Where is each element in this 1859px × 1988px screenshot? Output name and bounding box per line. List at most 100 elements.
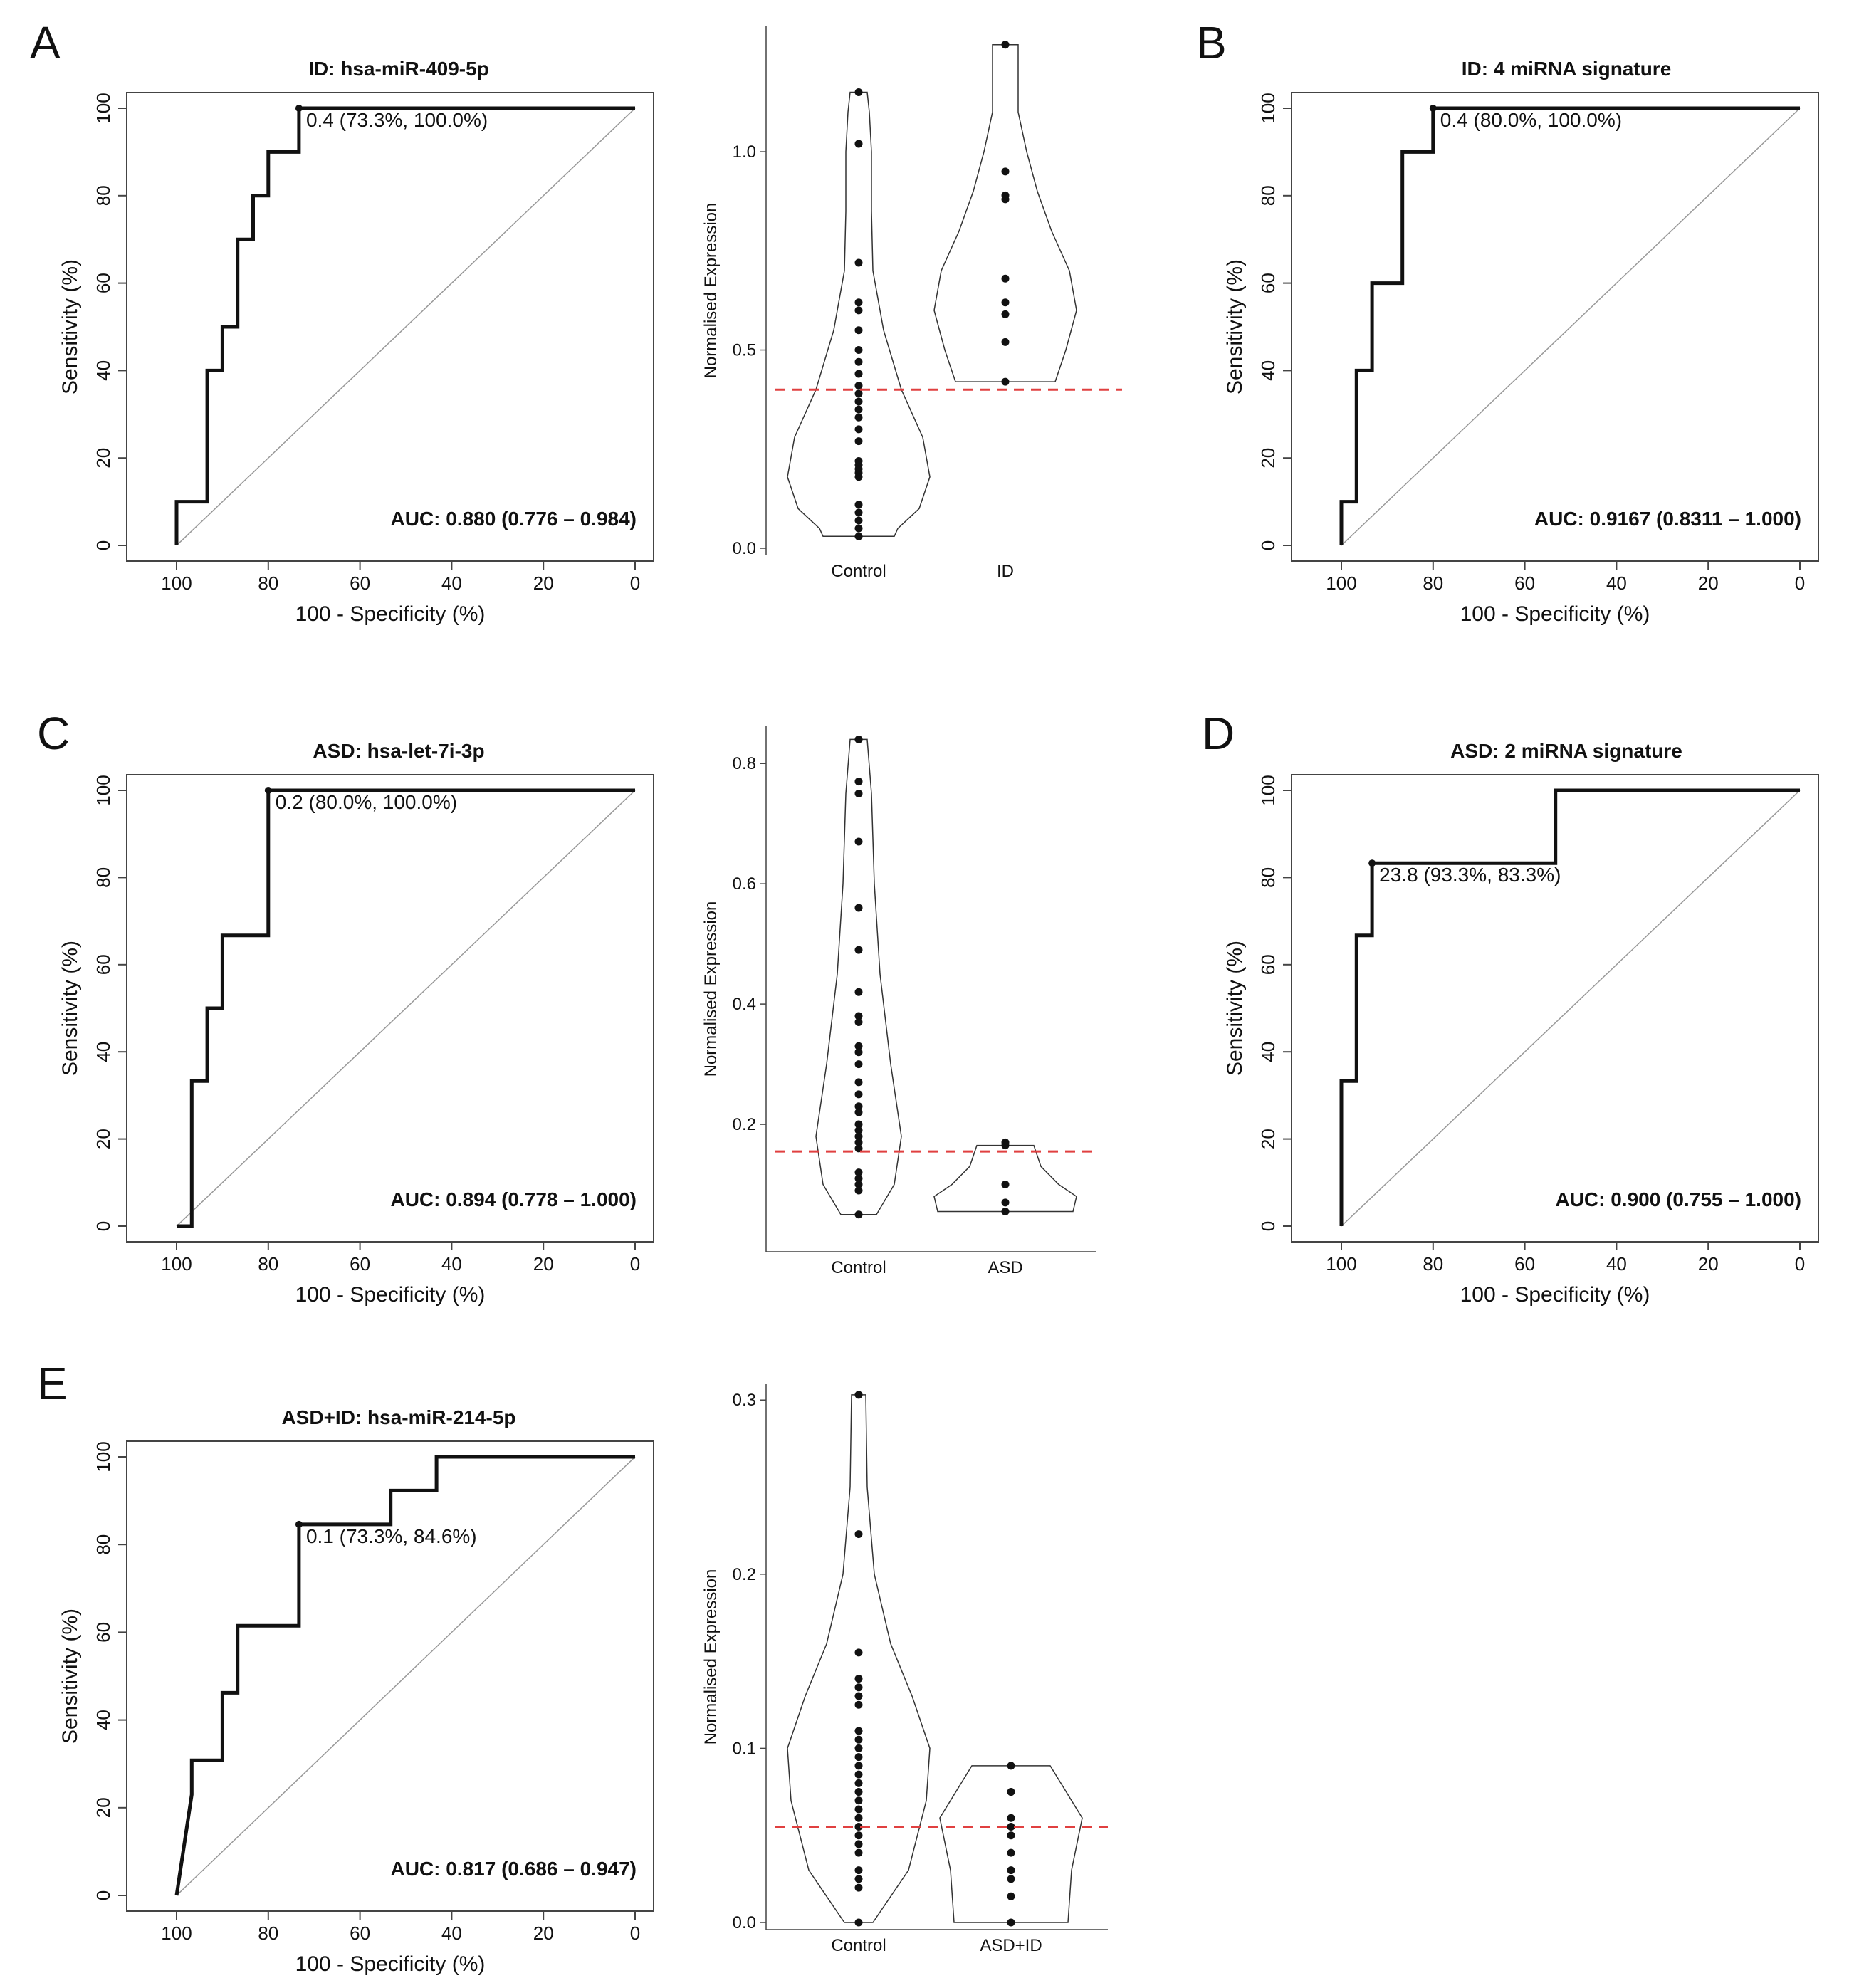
roc-curve (1339, 788, 1800, 1226)
y-tick-label: 0 (93, 1890, 114, 1900)
violin-data-point (854, 370, 863, 378)
x-tick-label: 0 (1795, 1253, 1805, 1275)
violin-data-point (854, 837, 863, 846)
y-tick-label: 60 (1257, 954, 1279, 975)
violin-data-point (1007, 1822, 1015, 1831)
panel-label-e: E (37, 1358, 68, 1409)
x-tick-label: 100 (161, 1253, 192, 1275)
x-axis-label: 100 - Specificity (%) (1460, 602, 1650, 626)
violin-data-point (854, 1744, 863, 1752)
violin-y-tick-label: 0.5 (733, 341, 756, 360)
x-axis-label: 100 - Specificity (%) (295, 1952, 486, 1976)
violin-y-tick-label: 0.1 (733, 1739, 756, 1758)
violin-data-point (854, 1017, 863, 1026)
violin-data-point (854, 405, 863, 414)
roc-chart-c: 0.2 (80.0%, 100.0%) ASD: hsa-let-7i-3p AUC… (58, 740, 654, 1307)
violin-data-point (854, 397, 863, 406)
violin-data-point (854, 1918, 863, 1927)
y-tick-label: 80 (93, 185, 114, 206)
violin-shape-asd (933, 1144, 1077, 1213)
y-tick-label: 60 (93, 954, 114, 975)
violin-data-point (854, 1648, 863, 1657)
roc-curve (174, 1455, 635, 1896)
y-tick-label: 100 (93, 775, 114, 805)
violin-data-point (854, 1683, 863, 1692)
y-tick-label: 80 (93, 867, 114, 888)
violin-data-point (854, 1831, 863, 1840)
violin-data-point (854, 1883, 863, 1892)
x-axis-label: 100 - Specificity (%) (295, 602, 486, 626)
violin-data-point (854, 1108, 863, 1116)
roc-title: ASD: hsa-let-7i-3p (313, 740, 484, 762)
violin-data-point (854, 1822, 863, 1831)
violin-data-point (854, 735, 863, 743)
y-tick-label: 20 (93, 1797, 114, 1818)
y-tick-label: 80 (1257, 185, 1279, 206)
violin-data-point (854, 1788, 863, 1796)
violin-y-tick-label: 0.2 (733, 1115, 756, 1134)
violin-category-label: Control (831, 562, 886, 581)
roc-auc-label: AUC: 0.900 (0.755 – 1.000) (1555, 1188, 1801, 1210)
y-axis-label: Sensitivity (%) (58, 941, 82, 1076)
violin-data-point (854, 1102, 863, 1111)
y-tick-label: 0 (1257, 1221, 1279, 1231)
roc-threshold-point (1368, 859, 1376, 867)
y-tick-label: 0 (93, 1221, 114, 1231)
roc-threshold-point (264, 787, 272, 794)
violin-data-point (1001, 338, 1010, 346)
x-axis-label: 100 - Specificity (%) (295, 1283, 486, 1307)
y-axis-label: Sensitivity (%) (58, 1608, 82, 1744)
roc-diagonal (176, 1456, 636, 1896)
roc-threshold-point (1429, 105, 1437, 112)
x-tick-label: 80 (258, 1253, 278, 1275)
violin-chart-c: 0.2 0.4 0.6 0.8 Normalised Expression Control… (701, 726, 1096, 1277)
y-tick-label: 100 (93, 1441, 114, 1472)
violin-data-point (854, 437, 863, 446)
roc-threshold-point (295, 105, 303, 112)
violin-data-point (854, 1530, 863, 1539)
roc-diagonal (176, 790, 636, 1227)
y-tick-label: 0 (93, 540, 114, 550)
violin-shape-control (787, 91, 931, 538)
x-tick-label: 40 (1606, 1253, 1627, 1275)
violin-data-point (854, 413, 863, 422)
violin-data-point (854, 382, 863, 390)
violin-data-point (854, 346, 863, 355)
violin-chart-e: 0.0 0.1 0.2 0.3 Normalised Expression Control… (701, 1384, 1108, 1955)
violin-category-label: ASD+ID (980, 1936, 1042, 1955)
violin-data-point (854, 1012, 863, 1020)
panel-label-c: C (37, 708, 70, 759)
x-tick-label: 20 (533, 572, 554, 594)
y-tick-label: 80 (93, 1534, 114, 1555)
roc-chart-e: 0.1 (73.3%, 84.6%) ASD+ID: hsa-miR-214-5p… (58, 1406, 654, 1976)
violin-data-point (854, 1210, 863, 1219)
x-tick-label: 80 (1423, 1253, 1443, 1275)
roc-plot-frame (126, 92, 654, 562)
violin-data-point (854, 1060, 863, 1069)
violin-shape-id (933, 43, 1077, 382)
violin-data-point (1007, 1866, 1015, 1875)
violin-y-tick-label: 0.6 (733, 874, 756, 894)
violin-data-point (854, 306, 863, 315)
violin-y-tick-label: 0.4 (733, 995, 756, 1014)
y-axis-label: Sensitivity (%) (1223, 259, 1247, 394)
violin-y-axis-label: Normalised Expression (701, 1569, 721, 1745)
y-tick-label: 40 (1257, 1042, 1279, 1062)
violin-data-point (854, 1762, 863, 1770)
violin-data-point (854, 1779, 863, 1787)
y-axis-label: Sensitivity (%) (58, 259, 82, 394)
panel-label-a: A (30, 17, 61, 68)
violin-data-point (1001, 1181, 1010, 1189)
x-tick-label: 20 (1698, 572, 1719, 594)
violin-data-point (854, 532, 863, 540)
roc-auc-label: AUC: 0.894 (0.778 – 1.000) (390, 1188, 637, 1210)
violin-data-point (854, 1675, 863, 1683)
roc-title: ASD+ID: hsa-miR-214-5p (281, 1406, 515, 1428)
x-tick-label: 100 (161, 1922, 192, 1944)
roc-auc-label: AUC: 0.817 (0.686 – 0.947) (390, 1858, 637, 1880)
violin-shape-control (787, 1394, 931, 1923)
y-tick-label: 60 (93, 1622, 114, 1643)
y-tick-label: 20 (93, 1129, 114, 1149)
y-axis-label: Sensitivity (%) (1223, 941, 1247, 1076)
panel-label-b: B (1196, 17, 1227, 68)
